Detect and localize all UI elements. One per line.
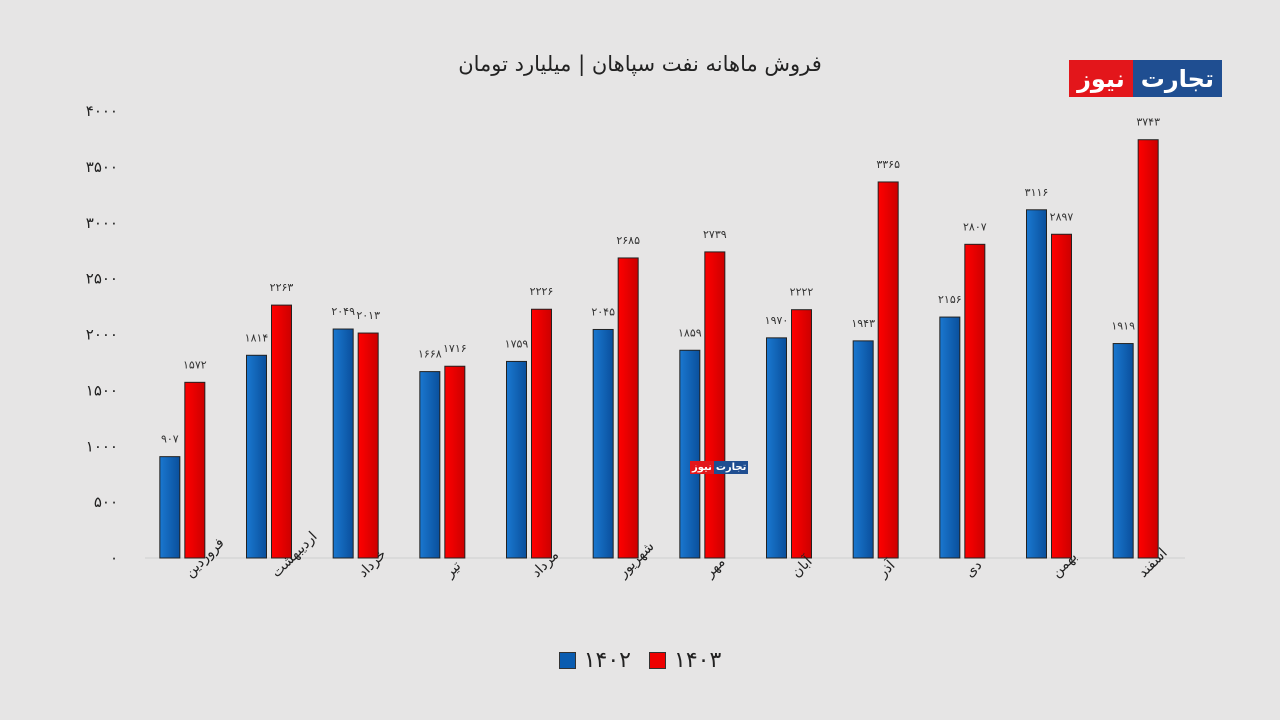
- legend-swatch: [558, 652, 576, 669]
- chart-title: فروش ماهانه نفت سپاهان | میلیارد تومان: [458, 52, 822, 76]
- bar-1402: [939, 316, 961, 559]
- data-label: ۲۰۴۹: [331, 305, 355, 318]
- data-label: ۱۹۱۹: [1111, 320, 1135, 333]
- data-label: ۲۷۳۹: [703, 228, 727, 241]
- data-label: ۱۶۶۸: [418, 348, 442, 361]
- bar-1403: [271, 304, 292, 559]
- bar-1403: [531, 308, 552, 559]
- watermark-part-1: تجارت: [713, 461, 749, 474]
- bar-1403: [357, 332, 379, 559]
- data-label: ۲۰۴۵: [591, 305, 615, 318]
- bar-1403: [184, 381, 206, 559]
- legend-item-1402: ۱۴۰۲: [558, 648, 631, 673]
- logo-part-2: نیوز: [1069, 60, 1133, 97]
- legend-label: ۱۴۰۲: [583, 648, 631, 673]
- watermark: تجارت نیوز: [690, 461, 749, 474]
- bar-1403: [1051, 233, 1072, 559]
- bar-1402: [852, 340, 874, 559]
- y-tick-label: ۰: [110, 549, 118, 567]
- y-tick-label: ۲۵۰۰: [86, 270, 118, 288]
- data-label: ۲۲۶۳: [270, 281, 294, 294]
- bar-1402: [159, 456, 181, 559]
- logo: تجارت نیوز: [1034, 60, 1222, 97]
- x-tick-label: تیر: [441, 558, 464, 581]
- bar-1402: [1026, 209, 1047, 559]
- data-label: ۳۱۱۶: [1025, 186, 1049, 199]
- bar-1403: [444, 365, 466, 559]
- legend-swatch: [649, 652, 666, 669]
- x-tick-label: آذر: [874, 556, 899, 581]
- y-tick-label: ۱۵۰۰: [86, 381, 118, 399]
- bar-1402: [1112, 343, 1134, 559]
- watermark-part-2: نیوز: [690, 461, 714, 474]
- data-label: ۱۷۱۶: [443, 342, 467, 355]
- legend: ۱۴۰۲ ۱۴۰۳: [0, 648, 1280, 673]
- data-label: ۳۳۶۵: [876, 158, 900, 171]
- bar-1402: [246, 354, 267, 559]
- y-tick-label: ۲۰۰۰: [86, 326, 118, 344]
- x-tick-label: دی: [962, 557, 985, 580]
- bar-1402: [332, 328, 354, 559]
- bar-1402: [766, 337, 787, 559]
- bar-1402: [419, 371, 441, 559]
- y-tick-label: ۳۰۰۰: [86, 214, 118, 232]
- y-tick-label: ۴۰۰۰: [86, 102, 118, 120]
- bar-1403: [1137, 139, 1159, 559]
- y-tick-label: ۱۰۰۰: [86, 437, 118, 455]
- bar-1403: [617, 257, 639, 559]
- bar-1403: [877, 181, 899, 559]
- data-label: ۲۸۹۷: [1050, 210, 1074, 223]
- bar-1403: [704, 251, 726, 559]
- data-label: ۱۹۴۳: [851, 317, 875, 330]
- data-label: ۲۸۰۷: [963, 220, 987, 233]
- data-label: ۹۰۷: [161, 433, 179, 446]
- bar-1402: [592, 328, 614, 559]
- legend-item-1403: ۱۴۰۳: [649, 648, 721, 673]
- data-label: ۱۷۵۹: [505, 337, 529, 350]
- data-label: ۱۸۵۹: [678, 326, 702, 339]
- data-label: ۱۵۷۲: [183, 358, 207, 371]
- y-tick-label: ۵۰۰: [94, 493, 118, 511]
- logo-part-1: تجارت: [1132, 60, 1222, 97]
- bar-1402: [506, 360, 527, 559]
- bar-1403: [791, 309, 812, 559]
- data-label: ۲۱۵۶: [938, 293, 962, 306]
- data-label: ۲۰۱۳: [356, 309, 380, 322]
- data-label: ۱۸۱۴: [245, 331, 269, 344]
- data-label: ۱۹۷۰: [765, 314, 789, 327]
- legend-label: ۱۴۰۳: [674, 648, 722, 673]
- data-label: ۲۲۲۲: [790, 286, 814, 299]
- data-label: ۳۷۴۳: [1136, 116, 1160, 129]
- data-label: ۲۲۲۶: [530, 285, 554, 298]
- bar-1402: [679, 349, 701, 559]
- bar-1403: [964, 243, 986, 559]
- y-tick-label: ۳۵۰۰: [86, 158, 118, 176]
- data-label: ۲۶۸۵: [616, 234, 640, 247]
